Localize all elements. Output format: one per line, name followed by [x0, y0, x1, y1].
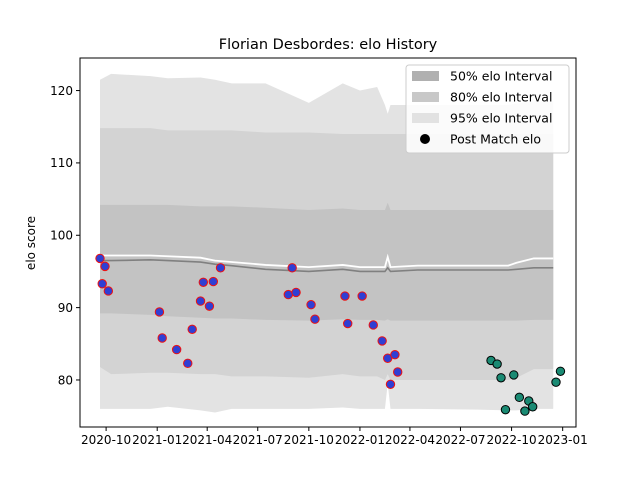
- data-point-s1-10: [555, 366, 566, 376]
- legend-box: [405, 64, 570, 154]
- data-point-s0-14: [283, 289, 293, 300]
- data-point-s0-10: [198, 277, 209, 287]
- data-point-s0-7: [183, 358, 193, 369]
- y-tick-label-4: 120: [50, 84, 73, 98]
- x-tick-label-7: 2022-07: [435, 433, 485, 447]
- data-point-s1-6: [520, 406, 530, 416]
- legend-swatch-1: [412, 92, 439, 102]
- legend-label-1: 80% elo Interval: [450, 90, 552, 105]
- data-point-s0-27: [393, 367, 403, 377]
- data-point-s1-4: [509, 370, 519, 380]
- data-point-s0-8: [187, 324, 197, 335]
- legend-label-2: 95% elo Interval: [450, 111, 552, 126]
- legend: 50% elo Interval 80% elo Interval 95% elo …: [405, 64, 570, 154]
- data-point-s0-25: [385, 379, 396, 390]
- x-tick-label-8: 2022-10: [486, 433, 536, 447]
- x-tick-label-6: 2022-04: [385, 433, 435, 447]
- x-tick-label-3: 2021-07: [233, 433, 283, 447]
- data-point-s0-0: [95, 253, 105, 264]
- upper-elo-line: [100, 253, 554, 269]
- data-point-s0-6: [171, 344, 182, 355]
- data-point-s1-5: [514, 392, 525, 403]
- legend-swatch-2: [412, 113, 439, 123]
- data-point-s0-24: [383, 353, 393, 363]
- chart-title: Florian Desbordes: elo History: [219, 37, 438, 53]
- mean-elo-line: [100, 259, 554, 273]
- x-tick-label-4: 2021-10: [284, 433, 334, 447]
- y-tick-label-3: 110: [50, 156, 73, 170]
- data-point-s0-3: [103, 286, 114, 296]
- data-point-s0-19: [340, 291, 350, 301]
- data-point-s0-16: [291, 287, 301, 298]
- data-point-s1-1: [492, 359, 502, 369]
- y-tick-label-1: 90: [58, 301, 73, 315]
- data-point-s0-2: [100, 261, 110, 272]
- y-axis-label: elo score: [24, 216, 38, 270]
- data-point-s0-17: [306, 300, 316, 310]
- x-tick-label-1: 2021-01: [132, 433, 182, 447]
- data-point-s0-23: [377, 336, 387, 346]
- y-tick-label-0: 80: [58, 373, 73, 387]
- x-axis: 2020-10 2021-01 2021-04 2021-07 2021-10 2022-…: [81, 427, 588, 447]
- data-point-s1-2: [496, 373, 506, 383]
- data-point-s1-3: [500, 404, 511, 415]
- legend-label-0: 50% elo Interval: [450, 69, 552, 84]
- data-point-s0-21: [357, 291, 367, 301]
- data-point-s0-26: [390, 349, 400, 360]
- y-axis: 80 90 100 110 120: [50, 84, 80, 387]
- data-point-s0-20: [343, 318, 353, 329]
- data-point-s0-12: [208, 276, 219, 287]
- interval-bands: [100, 73, 554, 413]
- x-tick-label-5: 2022-01: [335, 433, 385, 447]
- data-point-s0-5: [157, 333, 167, 343]
- data-point-s1-8: [527, 402, 538, 412]
- data-point-s0-13: [215, 263, 226, 273]
- y-tick-label-2: 100: [50, 229, 73, 243]
- x-tick-label-9: 2023-01: [538, 433, 588, 447]
- legend-label-3: Post Match elo: [450, 132, 541, 147]
- band-50: [100, 202, 554, 321]
- data-point-s1-9: [551, 377, 561, 387]
- data-point-s0-15: [287, 263, 297, 273]
- legend-marker-3: [420, 134, 430, 144]
- data-point-s0-18: [310, 314, 320, 324]
- data-point-s0-22: [368, 320, 378, 330]
- plot-frame: [79, 57, 577, 428]
- data-point-s0-11: [204, 301, 215, 311]
- legend-swatch-0: [412, 71, 439, 81]
- x-tick-label-2: 2021-04: [182, 433, 232, 447]
- data-point-s0-9: [195, 296, 206, 306]
- data-points: [95, 253, 566, 416]
- data-point-s0-4: [154, 307, 165, 317]
- x-tick-label-0: 2020-10: [81, 433, 131, 447]
- data-point-s0-1: [97, 279, 107, 289]
